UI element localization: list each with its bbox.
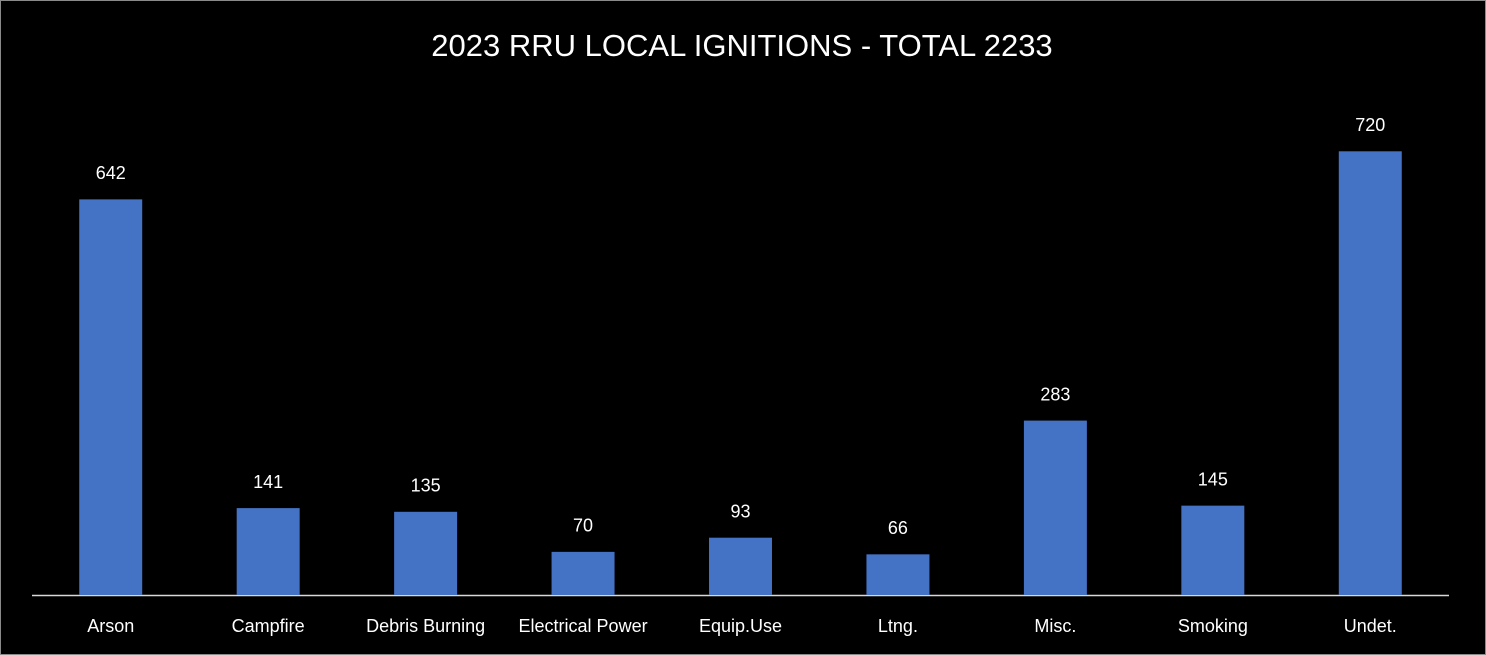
x-tick-label: Arson [87, 616, 134, 636]
x-tick-label: Undet. [1344, 616, 1397, 636]
bar [79, 199, 143, 595]
data-label: 283 [1040, 384, 1070, 404]
x-tick-label: Electrical Power [519, 616, 648, 636]
bar [394, 511, 458, 595]
x-tick-label: Ltng. [878, 616, 918, 636]
bar [709, 537, 772, 595]
chart-title: 2023 RRU LOCAL IGNITIONS - TOTAL 2233 [431, 28, 1052, 63]
bar [1023, 420, 1087, 595]
x-tick-label: Misc. [1034, 616, 1076, 636]
bar [551, 551, 615, 595]
x-tick-label: Debris Burning [366, 616, 485, 636]
data-label: 720 [1355, 115, 1385, 135]
bar [866, 554, 930, 595]
data-label: 93 [730, 501, 750, 521]
bar [236, 508, 300, 595]
bar [1338, 151, 1402, 596]
data-label: 135 [411, 476, 441, 496]
bar [1181, 505, 1245, 595]
x-tick-label: Equip.Use [699, 616, 782, 636]
data-label: 141 [253, 472, 283, 492]
data-label: 145 [1198, 469, 1228, 489]
data-label: 70 [573, 516, 593, 536]
data-label: 642 [96, 163, 126, 183]
x-tick-label: Campfire [232, 616, 305, 636]
data-label: 66 [888, 518, 908, 538]
x-tick-label: Smoking [1178, 616, 1248, 636]
